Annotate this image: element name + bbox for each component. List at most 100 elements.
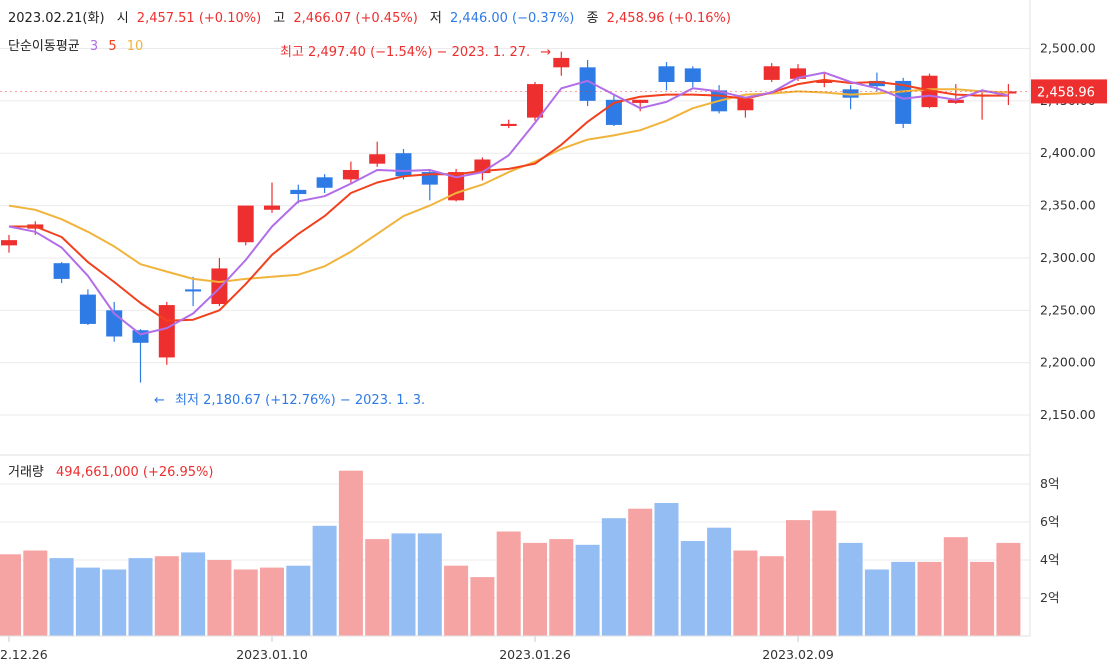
volume-bar — [154, 556, 179, 636]
high-annotation: 최고 2,497.40 (−1.54%) − 2023. 1. 27. → — [280, 45, 551, 60]
volume-bar — [812, 510, 837, 636]
date-tick-label: 2.12.26 — [0, 647, 48, 662]
close-label: 종 — [587, 11, 599, 26]
candle-body — [500, 123, 517, 126]
volume-bar — [891, 561, 916, 636]
candle-body — [632, 99, 649, 103]
volume-bar — [181, 552, 206, 636]
candle-body — [211, 268, 228, 305]
open-value: 2,457.51 (+0.10%) — [137, 11, 261, 26]
candle-body — [264, 205, 280, 210]
candle-body — [895, 80, 912, 124]
last-price-value: 2,458.96 — [1037, 85, 1095, 100]
low-annotation: ← 최저 2,180.67 (+12.76%) − 2023. 1. 3. — [154, 393, 425, 408]
candle-body — [53, 263, 70, 279]
volume-bar — [391, 533, 416, 636]
volume-bar — [496, 531, 521, 636]
price-tick-label: 2,250.00 — [1040, 302, 1096, 317]
volume-value: 494,661,000 (+26.95%) — [56, 465, 213, 480]
volume-bar — [575, 544, 600, 636]
volume-tick-label: 2억 — [1040, 590, 1059, 605]
volume-bar — [707, 527, 732, 636]
price-tick-label: 2,500.00 — [1040, 40, 1096, 55]
ma-legend[interactable]: 단순이동평균 3 5 10 — [8, 39, 143, 54]
volume-bar — [233, 569, 258, 636]
candle-body — [737, 98, 754, 111]
price-tick-label: 2,150.00 — [1040, 407, 1096, 422]
candle-body — [790, 68, 806, 79]
volume-bar — [0, 554, 21, 636]
low-label: 저 — [430, 11, 442, 26]
candle-body — [527, 84, 543, 118]
volume-bar — [49, 558, 74, 636]
high-label: 고 — [273, 11, 285, 26]
volume-bar — [943, 537, 968, 636]
volume-bar — [75, 567, 100, 636]
candle-body — [921, 75, 938, 108]
date-tick-label: 2023.01.26 — [499, 647, 571, 662]
close-value: 2,458.96 (+0.16%) — [607, 11, 731, 26]
volume-bar — [917, 561, 942, 636]
open-label: 시 — [117, 11, 129, 26]
volume-bar — [654, 503, 679, 636]
high-arrow: → — [540, 45, 551, 60]
last-price-badge: 2,458.96 — [1031, 79, 1107, 104]
volume-bar — [864, 569, 889, 636]
ma3-legend: 3 — [90, 39, 98, 54]
volume-label: 거래량 — [8, 465, 44, 480]
volume-bar — [680, 541, 705, 636]
volume-bar — [786, 520, 810, 636]
candle-body — [658, 66, 675, 82]
date-tick-label: 2023.02.09 — [762, 647, 834, 662]
candle-body — [185, 289, 202, 292]
date-axis: 2.12.26 2023.01.10 2023.01.26 2023.02.09 — [0, 636, 834, 662]
low-arrow: ← — [154, 393, 165, 408]
price-tick-label: 2,400.00 — [1040, 145, 1096, 160]
volume-bar — [970, 561, 995, 636]
volume-bar — [759, 556, 784, 636]
ohlc-header: 2023.02.21(화) 시 2,457.51 (+0.10%) 고 2,46… — [8, 11, 731, 26]
volume-bar — [628, 508, 653, 636]
candle-body — [684, 68, 701, 82]
candle-body — [395, 153, 412, 177]
volume-bar — [102, 569, 127, 636]
volume-bar — [365, 539, 390, 636]
volume-bar — [312, 525, 337, 636]
volume-tick-label: 6억 — [1040, 514, 1059, 529]
candle-body — [342, 169, 359, 180]
candle-body — [579, 67, 596, 101]
candle-body — [448, 172, 465, 201]
volume-bar — [523, 542, 547, 636]
volume-bar — [601, 518, 626, 636]
volume-bar — [417, 533, 442, 636]
volume-bar — [286, 565, 311, 636]
candle-body — [816, 80, 833, 83]
high-value: 2,466.07 (+0.45%) — [293, 11, 417, 26]
volume-bar — [996, 542, 1021, 636]
volume-bar — [260, 567, 284, 636]
grid-lines — [0, 47, 1030, 599]
candle-body — [553, 57, 570, 68]
candle-body — [868, 80, 885, 87]
price-tick-label: 2,300.00 — [1040, 250, 1096, 265]
volume-bar — [838, 542, 863, 636]
candle-body — [237, 205, 254, 243]
candle-body — [947, 99, 964, 103]
ma5-line — [9, 78, 1009, 322]
ma10-legend: 10 — [127, 39, 144, 54]
candle-body — [290, 189, 307, 195]
volume-tick-label: 4억 — [1040, 552, 1059, 567]
ma-legend-label: 단순이동평균 — [8, 39, 80, 54]
volume-bar — [470, 577, 495, 636]
candle-body — [369, 154, 386, 164]
volume-bar — [23, 550, 48, 636]
candle-body — [158, 305, 175, 358]
volume-header: 거래량 494,661,000 (+26.95%) — [8, 465, 213, 480]
candle-body — [763, 66, 780, 80]
ma5-legend: 5 — [108, 39, 116, 54]
candle-body — [842, 89, 859, 98]
candle-body — [1, 240, 17, 246]
volume-bar — [549, 539, 574, 636]
candle-body — [316, 177, 333, 188]
